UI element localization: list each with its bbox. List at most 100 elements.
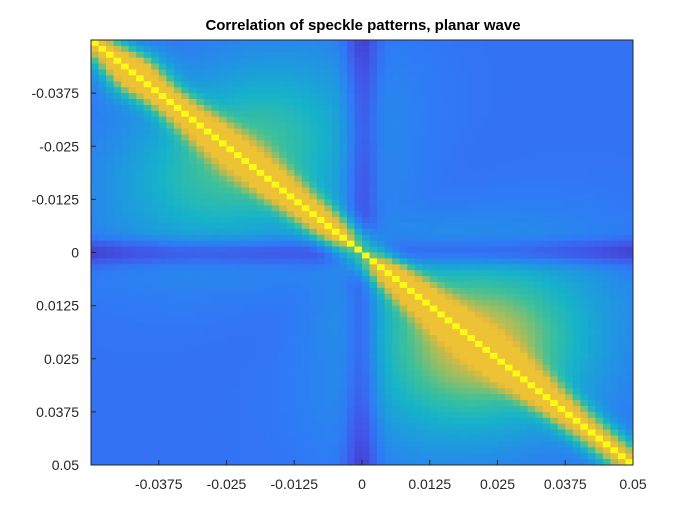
heatmap-cell — [166, 69, 175, 76]
heatmap-cell — [407, 252, 416, 259]
heatmap-cell — [520, 305, 529, 312]
heatmap-cell — [339, 382, 348, 389]
heatmap-cell — [294, 40, 303, 47]
heatmap-cell — [399, 63, 408, 70]
heatmap-cell — [452, 370, 461, 377]
heatmap-cell — [264, 276, 273, 283]
heatmap-cell — [602, 276, 611, 283]
heatmap-cell — [256, 364, 265, 371]
heatmap-cell — [181, 287, 190, 295]
heatmap-cell — [467, 181, 476, 188]
heatmap-cell — [173, 93, 182, 100]
heatmap-cell — [241, 341, 250, 348]
heatmap-cell — [151, 199, 160, 206]
heatmap-cell — [572, 75, 581, 82]
heatmap-cell — [542, 258, 551, 265]
heatmap-cell — [136, 299, 145, 307]
heatmap-cell — [407, 104, 416, 112]
heatmap-cell — [572, 441, 581, 448]
heatmap-cell — [535, 122, 544, 129]
heatmap-cell — [535, 376, 544, 383]
heatmap-cell — [271, 45, 280, 53]
heatmap-cell — [294, 276, 303, 283]
heatmap-cell — [136, 116, 145, 124]
heatmap-cell — [339, 388, 348, 395]
heatmap-cell — [106, 128, 114, 135]
heatmap-cell — [286, 400, 295, 407]
heatmap-cell — [354, 323, 363, 330]
heatmap-cell — [535, 222, 544, 230]
heatmap-cell — [316, 341, 325, 348]
heatmap-cell — [121, 40, 130, 47]
heatmap-cell — [279, 376, 288, 383]
heatmap-cell — [535, 75, 544, 82]
heatmap-cell — [392, 435, 401, 442]
heatmap-cell — [489, 282, 498, 289]
heatmap-cell — [241, 169, 250, 177]
heatmap-cell — [211, 276, 220, 283]
heatmap-cell — [527, 45, 536, 53]
heatmap-cell — [625, 122, 634, 129]
heatmap-cell — [196, 122, 205, 129]
heatmap-cell — [459, 234, 468, 242]
heatmap-cell — [143, 199, 152, 206]
heatmap-cell — [512, 81, 521, 88]
heatmap-cell — [377, 158, 385, 165]
heatmap-cell — [249, 400, 258, 407]
heatmap-cell — [565, 81, 574, 88]
heatmap-cell — [505, 45, 513, 53]
heatmap-cell — [527, 222, 536, 230]
heatmap-cell — [362, 346, 370, 354]
heatmap-cell — [203, 329, 212, 336]
heatmap-cell — [407, 329, 416, 336]
heatmap-cell — [294, 152, 303, 159]
heatmap-cell — [377, 341, 385, 348]
heatmap-cell — [121, 246, 130, 253]
heatmap-cell — [98, 364, 107, 371]
heatmap-cell — [188, 352, 197, 360]
heatmap-cell — [294, 411, 303, 419]
heatmap-cell — [279, 352, 288, 360]
heatmap-cell — [264, 435, 273, 442]
heatmap-cell — [346, 57, 355, 65]
heatmap-cell — [271, 57, 280, 65]
heatmap-cell — [429, 323, 438, 330]
heatmap-cell — [188, 417, 197, 425]
heatmap-cell — [121, 323, 130, 330]
heatmap-cell — [444, 222, 453, 230]
heatmap-cell — [151, 429, 160, 436]
heatmap-cell — [422, 104, 431, 112]
heatmap-cell — [324, 335, 333, 342]
heatmap-cell — [505, 270, 513, 277]
heatmap-cell — [188, 140, 197, 147]
heatmap-cell — [316, 134, 325, 141]
heatmap-cell — [301, 441, 310, 448]
heatmap-cell — [249, 282, 258, 289]
heatmap-cell — [505, 264, 513, 271]
heatmap-cell — [512, 122, 521, 129]
heatmap-cell — [452, 417, 461, 425]
heatmap-cell — [226, 45, 235, 53]
heatmap-cell — [331, 323, 340, 330]
heatmap-cell — [625, 211, 634, 218]
heatmap-cell — [444, 352, 453, 360]
heatmap-cell — [203, 193, 212, 200]
heatmap-cell — [550, 234, 559, 242]
heatmap-cell — [610, 99, 619, 106]
heatmap-cell — [241, 234, 250, 242]
heatmap-cell — [392, 358, 401, 366]
heatmap-cell — [565, 400, 574, 407]
heatmap-cell — [136, 228, 145, 236]
heatmap-cell — [384, 388, 393, 395]
heatmap-cell — [136, 335, 145, 342]
heatmap-cell — [143, 87, 152, 94]
heatmap-cell — [452, 358, 461, 366]
heatmap-cell — [136, 305, 145, 312]
heatmap-cell — [294, 305, 303, 312]
heatmap-cell — [392, 293, 401, 301]
heatmap-cell — [542, 222, 551, 230]
heatmap-cell — [211, 400, 220, 407]
heatmap-cell — [346, 169, 355, 177]
heatmap-cell — [279, 110, 288, 118]
heatmap-cell — [535, 110, 544, 118]
